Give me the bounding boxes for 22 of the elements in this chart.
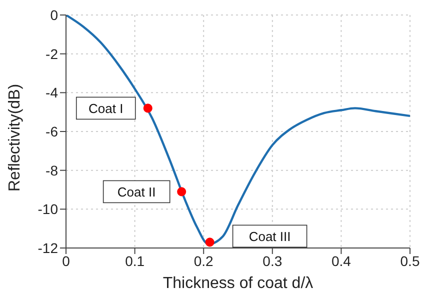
- annotation: Coat I: [88, 101, 124, 116]
- annotation: Coat III: [248, 229, 291, 244]
- point: [143, 104, 152, 113]
- x-tick-label: 0: [62, 252, 70, 269]
- y-tick-label: -2: [46, 46, 58, 62]
- x-tick-label: 0.4: [331, 252, 352, 269]
- y-tick-label: -4: [46, 84, 58, 101]
- y-tick-label: -12: [38, 240, 58, 256]
- y-tick-label: -8: [46, 162, 58, 178]
- line-series: [66, 15, 410, 246]
- y-tick-label: -10: [38, 201, 58, 218]
- x-tick-label: 0.1: [125, 252, 145, 269]
- point: [177, 187, 186, 196]
- annotation: Coat II: [117, 184, 156, 200]
- point: [205, 238, 214, 247]
- y-tick-label: -6: [46, 123, 58, 140]
- x-tick-label: 0.5: [400, 252, 420, 269]
- y-axis-title: Reflectivity(dB): [6, 84, 24, 192]
- x-axis-title: Thickness of coat d/λ: [162, 275, 314, 292]
- x-tick-label: 0.3: [262, 252, 282, 269]
- x-tick-label: 0.2: [194, 252, 214, 269]
- y-tick-label: 0: [50, 6, 58, 23]
